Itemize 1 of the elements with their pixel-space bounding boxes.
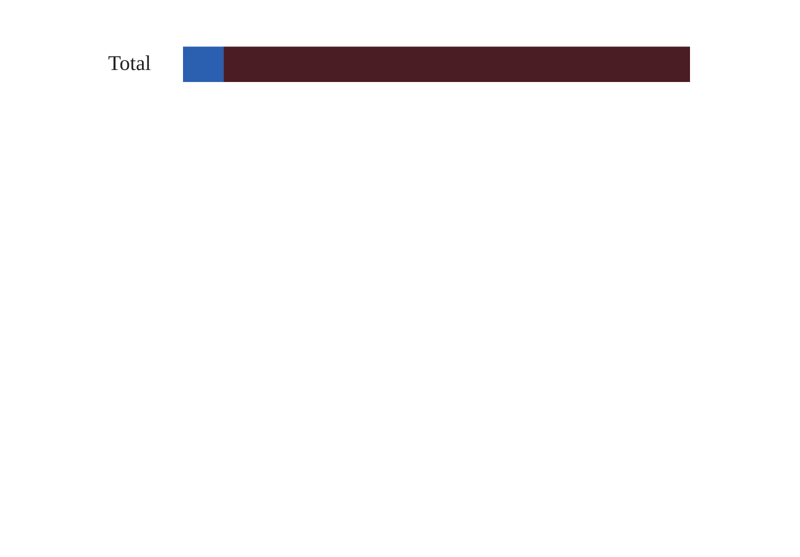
y-tick-label: Total <box>108 50 152 75</box>
